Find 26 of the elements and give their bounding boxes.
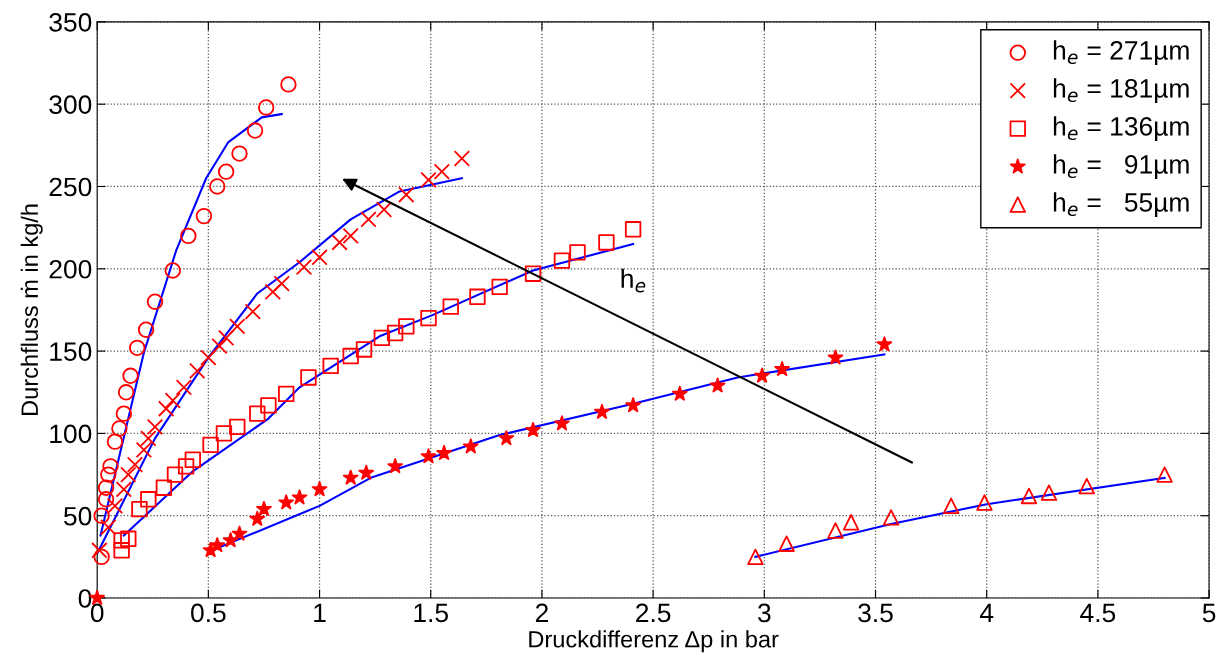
y-tick-label: 100 — [50, 424, 92, 444]
y-axis-title: Durchfluss ṁ in kg/h — [20, 204, 43, 415]
y-tick-label: 300 — [49, 95, 92, 115]
x-tick-label: 2.5 — [636, 603, 671, 623]
y-tick-label: 150 — [50, 342, 92, 361]
x-tick-label: 4.5 — [1080, 603, 1116, 623]
legend-label: h$_{e}$ = 181µm — [1053, 78, 1189, 103]
legend-label: h$_{e}$ = 91µm — [1053, 154, 1189, 179]
x-tick-label: 1 — [314, 603, 326, 623]
x-tick-label: 0.5 — [191, 603, 226, 623]
x-tick-label: 4 — [979, 603, 994, 623]
legend-label: h$_{e}$ = 271µm — [1053, 40, 1189, 65]
annotation: h$_{e}$ — [621, 268, 646, 293]
y-tick-label: 250 — [49, 177, 92, 197]
x-tick-label: 3.5 — [858, 603, 893, 623]
y-tick-label: 350 — [49, 13, 92, 32]
legend-label: h$_{e}$ = 136µm — [1053, 116, 1189, 141]
legend-label: h$_{e}$ = 55µm — [1053, 192, 1189, 217]
x-tick-label: 3 — [757, 603, 771, 623]
y-tick-label: 50 — [64, 506, 92, 526]
x-tick-label: 5 — [1202, 603, 1216, 623]
y-tick-label: 200 — [49, 259, 92, 279]
x-tick-label: 1.5 — [414, 603, 448, 623]
x-tick-label: 2 — [535, 603, 548, 623]
x-axis-title: Druckdifferenz Δp in bar — [529, 630, 779, 653]
y-tick-label: 0 — [78, 589, 92, 608]
